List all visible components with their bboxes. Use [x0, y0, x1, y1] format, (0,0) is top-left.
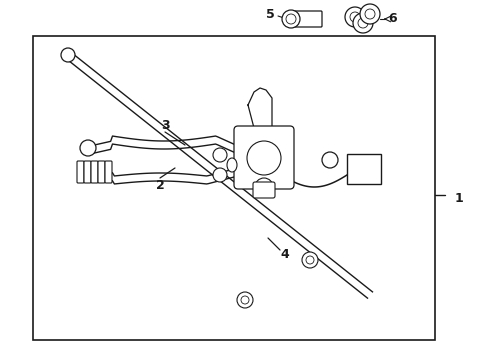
Circle shape: [213, 168, 227, 182]
Circle shape: [350, 12, 360, 22]
Text: 6: 6: [388, 12, 396, 24]
Text: 2: 2: [156, 179, 164, 192]
FancyBboxPatch shape: [253, 182, 275, 198]
FancyBboxPatch shape: [105, 161, 112, 183]
Text: 1: 1: [455, 192, 464, 204]
Circle shape: [353, 13, 373, 33]
FancyBboxPatch shape: [347, 154, 381, 184]
Circle shape: [282, 10, 300, 28]
FancyBboxPatch shape: [77, 161, 84, 183]
Circle shape: [237, 292, 253, 308]
Circle shape: [302, 252, 318, 268]
FancyBboxPatch shape: [91, 161, 98, 183]
Circle shape: [213, 148, 227, 162]
FancyBboxPatch shape: [234, 126, 294, 189]
Ellipse shape: [227, 158, 237, 172]
Circle shape: [286, 14, 296, 24]
Circle shape: [80, 140, 96, 156]
Text: 4: 4: [281, 248, 290, 261]
Bar: [33, 36, 435, 340]
Text: 5: 5: [266, 8, 274, 21]
Circle shape: [365, 9, 375, 19]
FancyBboxPatch shape: [98, 161, 105, 183]
Circle shape: [360, 4, 380, 24]
Circle shape: [241, 296, 249, 304]
Polygon shape: [248, 88, 272, 130]
Circle shape: [255, 178, 273, 196]
Circle shape: [306, 256, 314, 264]
Circle shape: [322, 152, 338, 168]
Circle shape: [61, 48, 75, 62]
FancyBboxPatch shape: [292, 11, 322, 27]
Text: 3: 3: [161, 118, 170, 131]
Circle shape: [345, 7, 365, 27]
Circle shape: [358, 18, 368, 28]
Circle shape: [247, 141, 281, 175]
FancyBboxPatch shape: [84, 161, 91, 183]
